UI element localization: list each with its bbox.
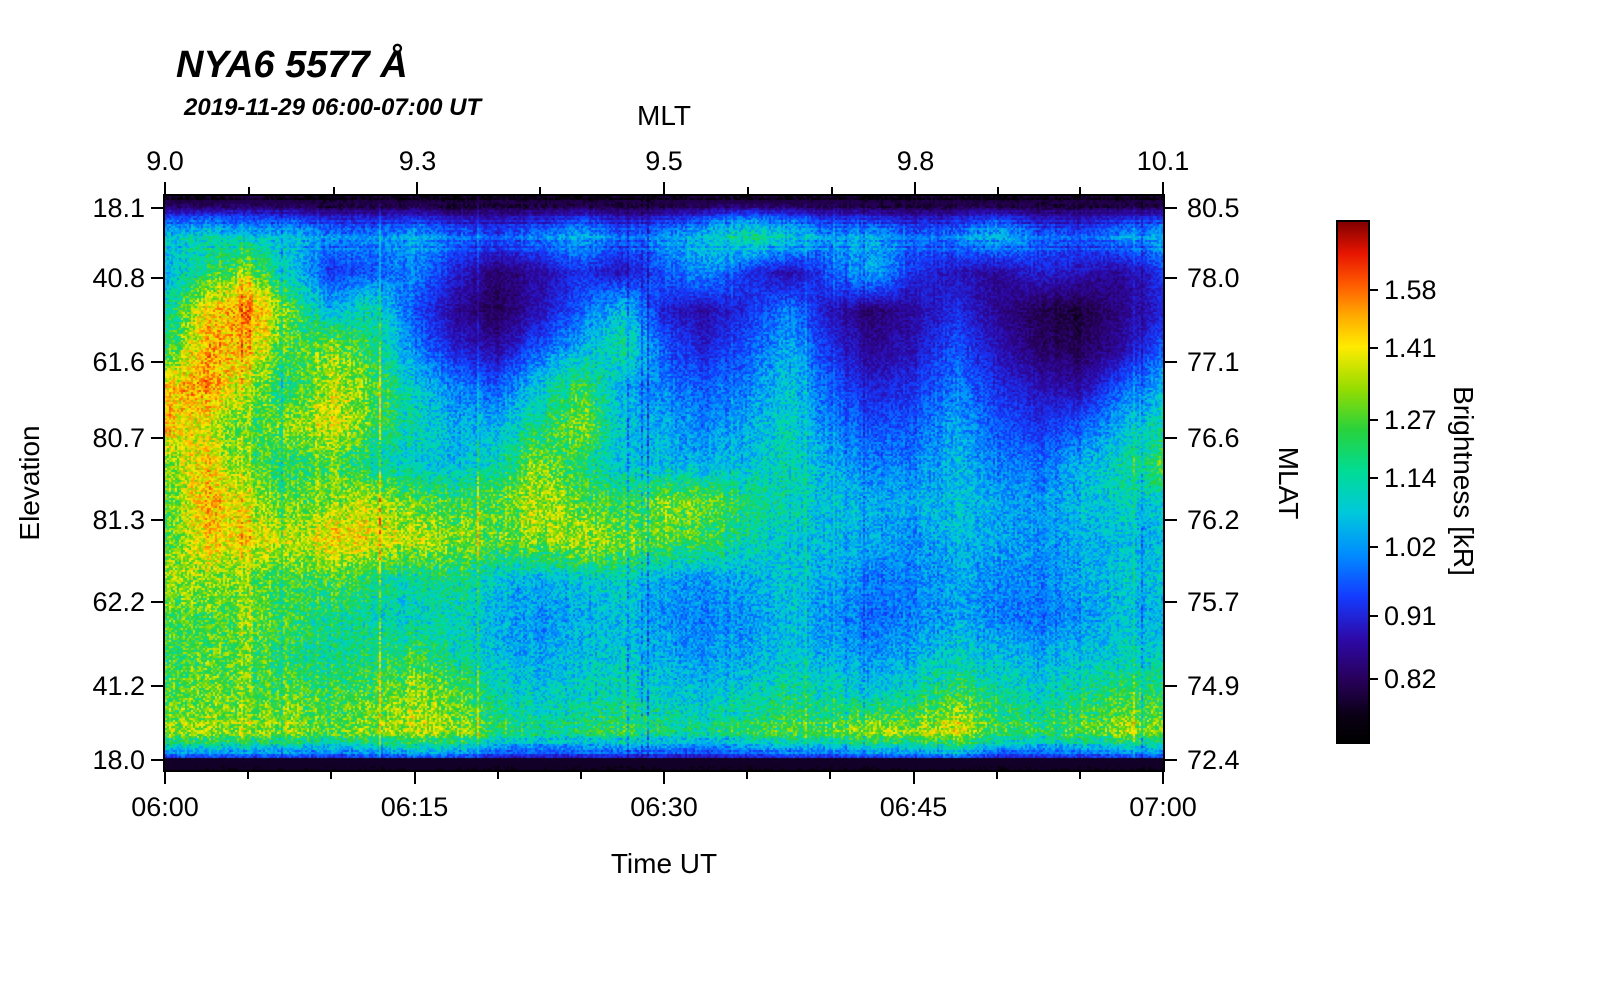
colorbar-tick-mark xyxy=(1370,419,1378,422)
left-tick-label: 62.2 xyxy=(92,586,145,617)
colorbar-tick-mark xyxy=(1370,347,1378,350)
bottom-tick-label: 07:00 xyxy=(1129,792,1197,822)
top-tick-mark xyxy=(1162,182,1164,194)
top-tick-label: 10.1 xyxy=(1136,146,1190,176)
left-tick-label: 18.1 xyxy=(92,193,145,224)
top-minor-tick-mark xyxy=(539,187,542,194)
left-tick-label: 18.0 xyxy=(92,744,145,775)
top-minor-tick-mark xyxy=(332,187,335,194)
chart-subtitle: 2019-11-29 06:00-07:00 UT xyxy=(184,94,482,121)
bottom-tick-label: 06:30 xyxy=(630,792,698,822)
bottom-minor-tick-mark xyxy=(496,772,499,779)
colorbar-tick-label: 0.91 xyxy=(1384,601,1437,632)
right-tick-mark xyxy=(1165,758,1177,761)
left-tick-label: 61.6 xyxy=(92,346,145,377)
colorbar-tick-mark xyxy=(1370,476,1378,479)
bottom-tick-mark xyxy=(663,772,665,784)
left-tick-label: 80.7 xyxy=(92,423,145,454)
bottom-minor-tick-mark xyxy=(579,772,582,779)
bottom-minor-tick-mark xyxy=(1078,772,1081,779)
top-tick-label: 9.5 xyxy=(645,146,683,176)
top-minor-tick-mark xyxy=(746,187,749,194)
bottom-axis-label: Time UT xyxy=(610,848,718,879)
right-tick-mark xyxy=(1165,685,1177,688)
right-tick-mark xyxy=(1165,437,1177,440)
right-tick-mark xyxy=(1165,207,1177,210)
right-tick-label: 77.1 xyxy=(1187,346,1240,377)
colorbar-tick-mark xyxy=(1370,289,1378,292)
chart-title: NYA6 5577 Å xyxy=(176,44,408,86)
left-tick-label: 81.3 xyxy=(92,505,145,536)
colorbar-tick-mark xyxy=(1370,678,1378,681)
top-minor-tick-mark xyxy=(830,187,833,194)
right-tick-mark xyxy=(1165,277,1177,280)
left-tick-mark xyxy=(151,360,163,363)
right-tick-mark xyxy=(1165,519,1177,522)
right-tick-label: 74.9 xyxy=(1187,671,1240,702)
right-tick-mark xyxy=(1165,600,1177,603)
left-tick-mark xyxy=(151,600,163,603)
left-tick-mark xyxy=(151,685,163,688)
top-tick-mark xyxy=(164,182,166,194)
keogram-canvas xyxy=(165,196,1163,770)
bottom-tick-label: 06:45 xyxy=(879,792,948,822)
bottom-tick-label: 06:00 xyxy=(131,792,199,822)
bottom-tick-mark xyxy=(912,772,915,784)
bottom-tick-mark xyxy=(164,772,166,784)
top-minor-tick-mark xyxy=(997,187,1000,194)
bottom-minor-tick-mark xyxy=(330,772,333,779)
right-tick-label: 75.7 xyxy=(1187,586,1240,617)
right-tick-label: 76.6 xyxy=(1187,423,1240,454)
right-tick-label: 80.5 xyxy=(1187,193,1240,224)
left-tick-mark xyxy=(151,437,163,440)
right-tick-mark xyxy=(1165,360,1177,363)
colorbar-tick-label: 1.41 xyxy=(1384,333,1437,364)
right-tick-label: 72.4 xyxy=(1187,744,1240,775)
top-tick-label: 9.0 xyxy=(146,146,184,176)
colorbar-tick-label: 1.02 xyxy=(1384,532,1437,562)
colorbar-tick-label: 1.27 xyxy=(1384,405,1437,436)
bottom-tick-mark xyxy=(413,772,416,784)
left-tick-label: 40.8 xyxy=(92,263,145,294)
left-axis-label: Elevation xyxy=(14,425,45,541)
right-tick-label: 78.0 xyxy=(1187,263,1240,294)
top-tick-label: 9.8 xyxy=(896,146,935,176)
left-tick-mark xyxy=(151,519,163,522)
colorbar-tick-label: 0.82 xyxy=(1384,664,1437,695)
left-tick-label: 41.2 xyxy=(92,671,145,702)
left-tick-mark xyxy=(151,207,163,210)
bottom-minor-tick-mark xyxy=(247,772,250,779)
top-tick-label: 9.3 xyxy=(398,146,437,176)
colorbar-tick-mark xyxy=(1370,615,1378,618)
bottom-minor-tick-mark xyxy=(746,772,749,779)
bottom-minor-tick-mark xyxy=(995,772,998,779)
plot-area xyxy=(163,194,1165,772)
colorbar-tick-label: 1.58 xyxy=(1384,275,1437,306)
colorbar-tick-label: 1.14 xyxy=(1384,462,1437,493)
bottom-tick-mark xyxy=(1162,772,1164,784)
colorbar-tick-mark xyxy=(1370,546,1378,548)
top-minor-tick-mark xyxy=(247,187,250,194)
top-minor-tick-mark xyxy=(1079,187,1082,194)
colorbar xyxy=(1336,220,1370,744)
top-tick-mark xyxy=(416,182,419,194)
top-tick-mark xyxy=(663,182,665,194)
bottom-minor-tick-mark xyxy=(829,772,832,779)
bottom-tick-label: 06:15 xyxy=(380,792,449,822)
right-tick-label: 76.2 xyxy=(1187,505,1240,536)
top-tick-mark xyxy=(914,182,917,194)
left-tick-mark xyxy=(151,758,163,761)
top-axis-label: MLT xyxy=(637,100,691,131)
left-tick-mark xyxy=(151,277,163,280)
